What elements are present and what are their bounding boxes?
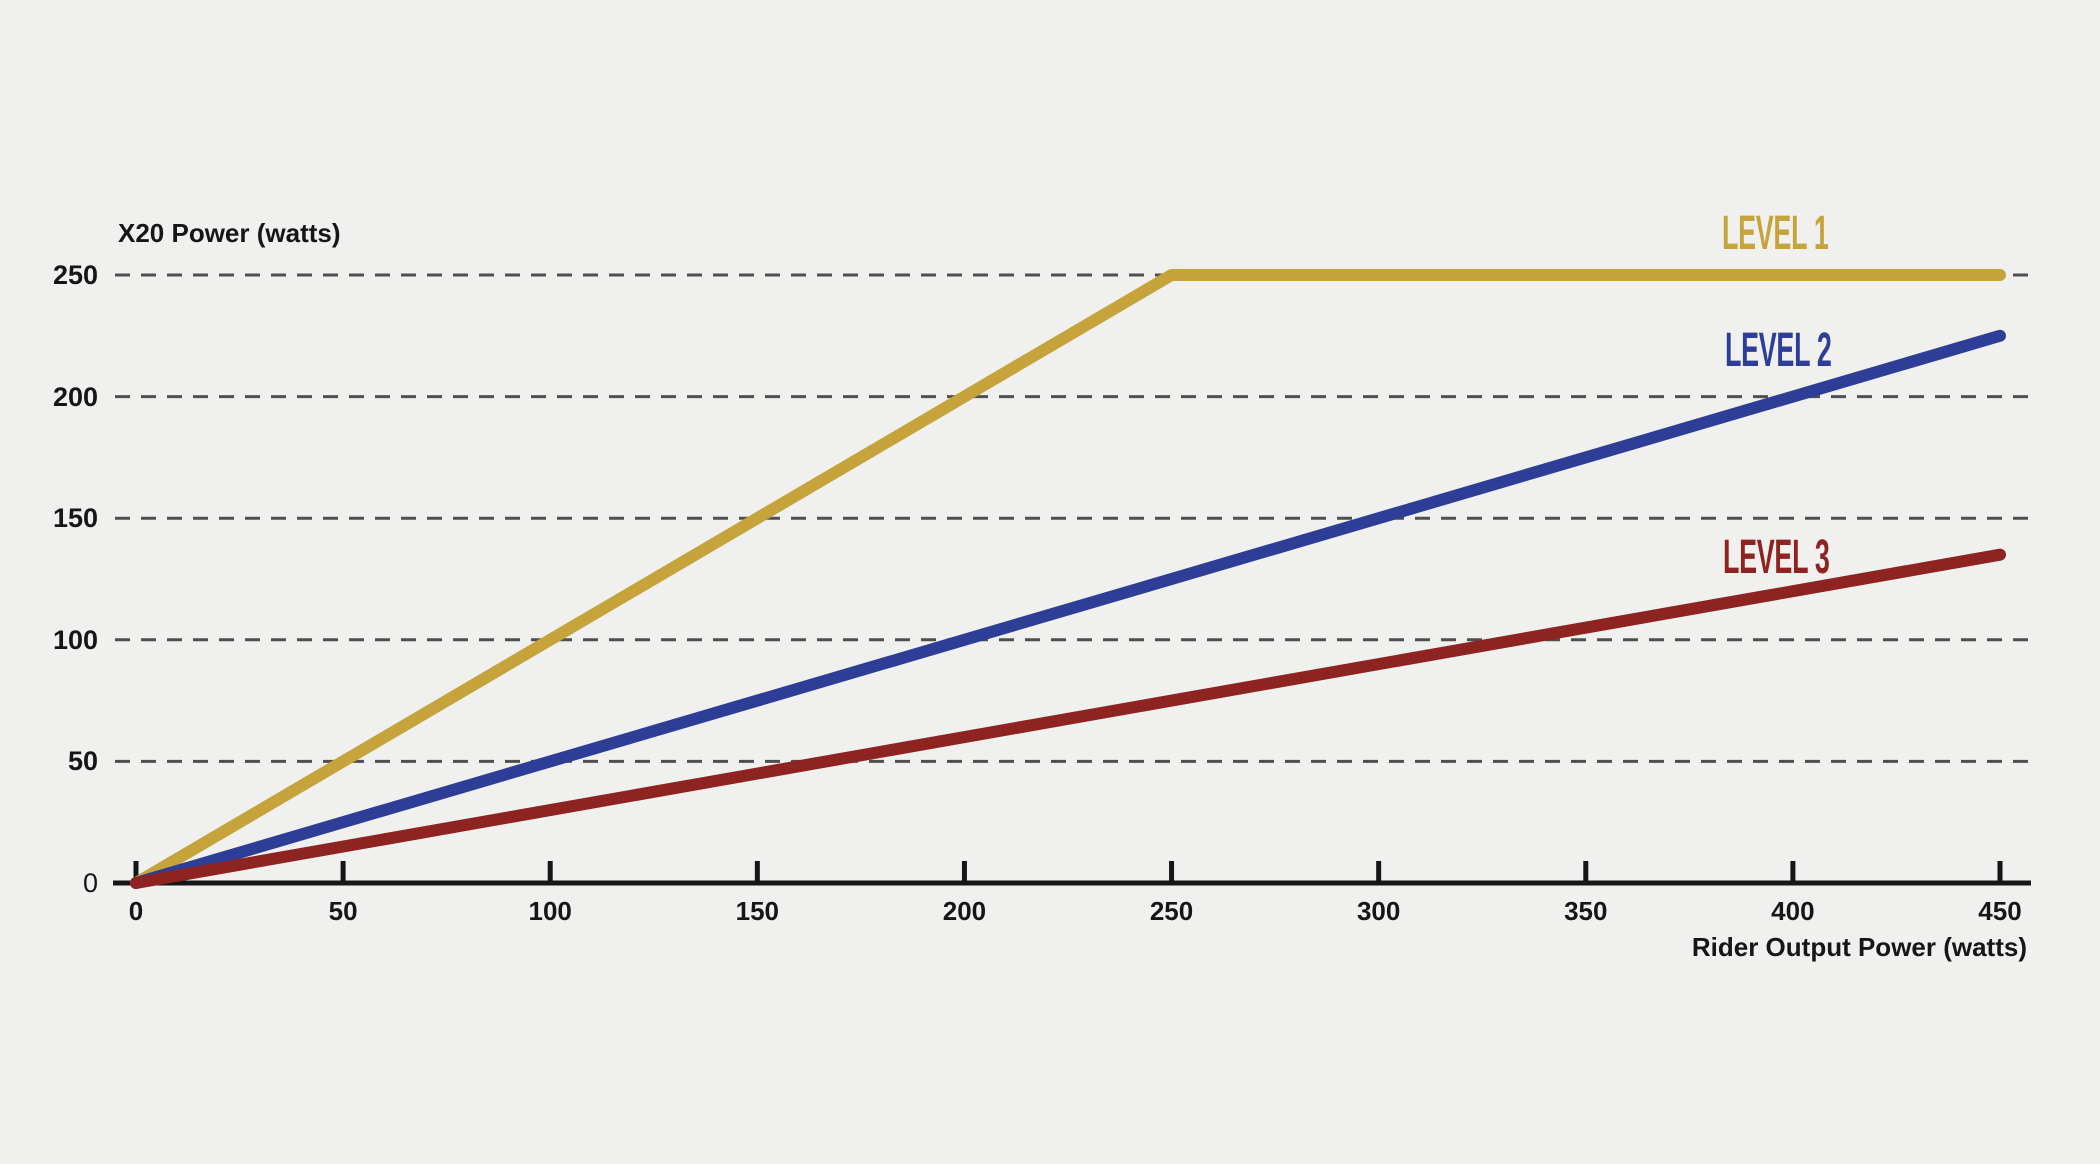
y-axis-title: X20 Power (watts) (118, 218, 341, 248)
x-tick-label-150: 150 (735, 896, 780, 926)
y-tick-label-100: 100 (52, 624, 98, 655)
x-tick-label-450: 450 (1978, 896, 2022, 926)
series-line-level-2 (130, 329, 2006, 889)
x-tick-label-50: 50 (328, 896, 358, 926)
x-tick-label-0: 0 (128, 896, 144, 926)
y-tick-label-250: 250 (52, 260, 98, 290)
y-tick-label-150: 150 (52, 503, 98, 534)
x-axis-title: Rider Output Power (watts) (1691, 932, 2027, 962)
y-tick-label-50: 50 (67, 746, 98, 777)
y-tick-label-200: 200 (52, 381, 98, 412)
x-tick-label-300: 300 (1356, 896, 1401, 926)
x-tick-label-200: 200 (942, 896, 987, 926)
series-line-level-3 (130, 548, 2006, 889)
series-line-level-1 (130, 269, 2006, 889)
x-tick-label-350: 350 (1564, 896, 1608, 926)
legend-label-level-2: LEVEL 2 (1725, 324, 1832, 377)
x-tick-label-250: 250 (1149, 896, 1194, 926)
legend-label-level-1: LEVEL 1 (1722, 207, 1829, 260)
x-tick-label-400: 400 (1771, 896, 1815, 926)
legend-label-level-3: LEVEL 3 (1723, 531, 1830, 584)
x-tick-label-100: 100 (528, 896, 572, 926)
y-tick-label-0: 0 (82, 868, 98, 898)
